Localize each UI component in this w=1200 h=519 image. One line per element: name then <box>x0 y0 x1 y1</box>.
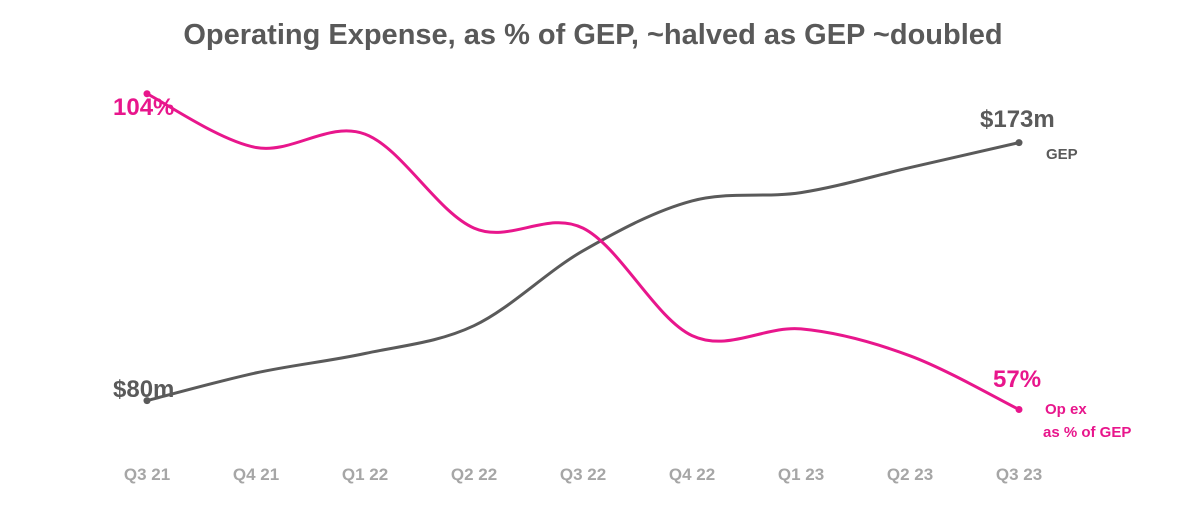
opex-series-label-line1: Op ex <box>1045 401 1087 418</box>
opex-start-point <box>143 90 151 98</box>
x-tick-label: Q2 22 <box>451 465 497 484</box>
opex-series-line <box>145 92 1021 411</box>
x-tick-label: Q4 22 <box>669 465 715 484</box>
opex-end-point <box>1015 406 1023 414</box>
x-tick-label: Q1 23 <box>778 465 824 484</box>
chart-title: Operating Expense, as % of GEP, ~halved … <box>183 19 1002 51</box>
series-layer <box>143 90 1023 414</box>
opex-end-value-label: 57% <box>993 366 1041 393</box>
x-axis-ticks: Q3 21 Q4 21 Q1 22 Q2 22 Q3 22 Q4 22 Q1 23 Q2 23… <box>124 465 1042 484</box>
gep-end-value-label: $173m <box>980 106 1055 133</box>
gep-start-value-label: $80m <box>113 376 174 403</box>
opex-start-value-label: 104% <box>113 94 174 121</box>
x-tick-label: Q3 21 <box>124 465 170 484</box>
opex-series-label-line2: as % of GEP <box>1043 424 1131 441</box>
gep-series-label: GEP <box>1046 146 1078 163</box>
x-tick-label: Q3 23 <box>996 465 1042 484</box>
x-tick-label: Q2 23 <box>887 465 933 484</box>
x-tick-label: Q3 22 <box>560 465 606 484</box>
gep-end-point <box>1015 139 1023 147</box>
x-tick-label: Q4 21 <box>233 465 279 484</box>
gep-start-point <box>143 397 151 405</box>
gep-series-line <box>145 141 1021 403</box>
x-tick-label: Q1 22 <box>342 465 388 484</box>
series-labels: $80m $173m GEP 104% 57% Op ex as % of GE… <box>113 94 1131 441</box>
